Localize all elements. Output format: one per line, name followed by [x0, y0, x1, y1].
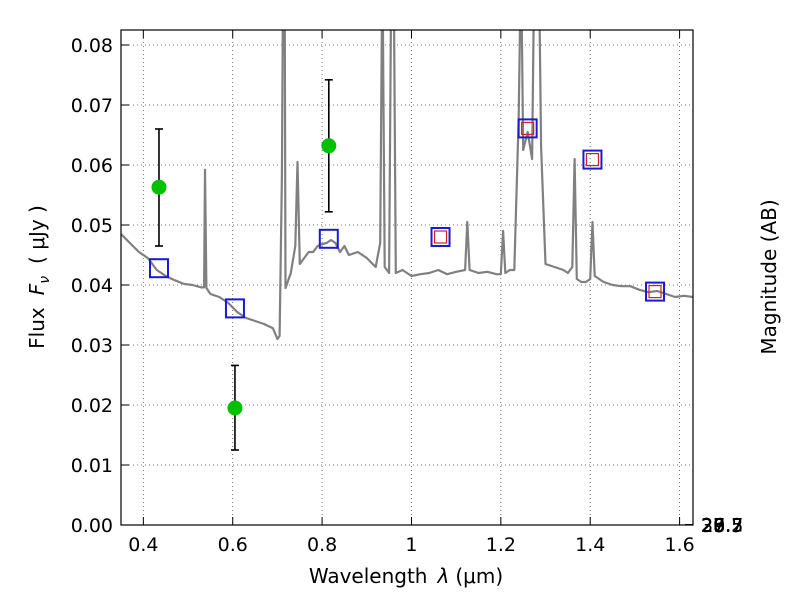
model-photometry-square — [148, 258, 169, 279]
model-photometry-square — [645, 281, 666, 302]
y-tick-label: 0.05 — [71, 215, 113, 237]
y2-axis-title: Magnitude (AB) — [757, 199, 781, 354]
x-tick-label: 0.4 — [128, 534, 158, 556]
plot-frame — [120, 29, 694, 526]
model-photometry-square — [430, 227, 451, 247]
inner-photometry-square — [648, 285, 662, 299]
y2-tick-label: 27 — [701, 515, 725, 537]
x-axis-title: Wavelength λ (μm) — [309, 564, 503, 588]
data-layer — [121, 30, 693, 451]
y-tick-label: 0.06 — [71, 155, 113, 177]
x-tick-label: 1.2 — [486, 534, 516, 556]
y-axis-title: Flux Fν ( μJy ) — [25, 205, 53, 349]
x-tick-label: 1 — [405, 534, 417, 556]
observed-flux-point — [321, 138, 337, 154]
y-tick-label: 0.00 — [71, 515, 113, 537]
sed-model-line — [121, 30, 693, 341]
x-tick-label: 1.4 — [575, 534, 605, 556]
y-axis-title-subscript: ν — [37, 276, 53, 284]
model-photometry-square — [582, 149, 603, 170]
y-tick-label: 0.08 — [71, 35, 113, 57]
observed-flux-point — [151, 179, 167, 195]
y2-tick-label: 26.7 — [701, 515, 743, 537]
y-axis-title-unit: ( μJy ) — [25, 205, 49, 264]
observed-flux-point — [227, 400, 243, 416]
inner-photometry-square — [585, 153, 600, 167]
y-tick-label: 0.01 — [71, 455, 113, 477]
y-tick-label: 0.04 — [71, 275, 113, 297]
y-axis-title-text: Flux — [25, 307, 49, 349]
y-tick-label: 0.03 — [71, 335, 113, 357]
x-axis-title-unit: (μm) — [455, 564, 503, 588]
model-photometry-square — [318, 228, 339, 249]
y2-tick-label: 27.2 — [701, 515, 743, 537]
y-tick-label: 0.07 — [71, 95, 113, 117]
x-tick-label: 0.6 — [218, 534, 248, 556]
model-photometry-square — [517, 118, 538, 139]
y2-tick-label: 29 — [701, 515, 725, 537]
model-photometry-square — [224, 298, 245, 319]
x-tick-label: 1.6 — [664, 534, 694, 556]
x-axis-title-text: Wavelength — [309, 564, 428, 588]
y-axis-title-symbol: F — [25, 283, 49, 295]
inner-photometry-square — [521, 121, 535, 136]
y2-tick-label: 28 — [701, 515, 725, 537]
y2-tick-label: 27.5 — [701, 515, 743, 537]
y2-tick-label: 30 — [701, 515, 725, 537]
x-axis-title-symbol: λ — [437, 564, 450, 588]
ticks: 0.4 0.6 0.8 1 1.2 1.4 1.6 0.00 0.01 0.02 0.03 0.04 0… — [71, 30, 743, 556]
y-tick-label: 0.02 — [71, 395, 113, 417]
y2-tick-label: 28.5 — [701, 515, 743, 537]
inner-photometry-square — [433, 230, 448, 244]
x-tick-label: 0.8 — [307, 534, 337, 556]
